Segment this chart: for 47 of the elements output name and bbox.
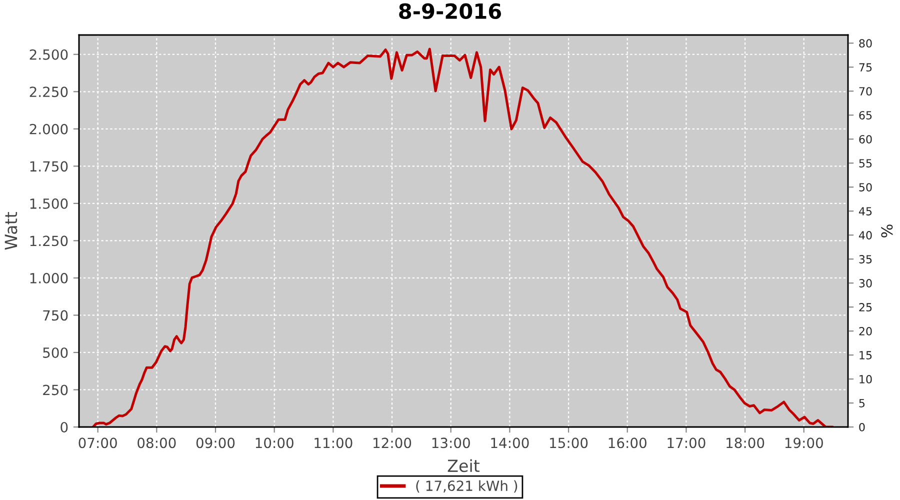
x-tick-label: 10:00: [256, 438, 294, 448]
y-tick-label: 750: [43, 310, 68, 321]
chart-title: 8-9-2016: [399, 3, 502, 20]
x-tick-label: 13:00: [432, 438, 470, 448]
y-tick-label: 2.250: [30, 86, 68, 98]
x-tick-label: 16:00: [608, 438, 646, 448]
y-tick-label: 1.000: [30, 272, 68, 284]
y2-tick-label: 25: [859, 303, 872, 312]
y-tick-label: 1.500: [30, 198, 68, 209]
y2-tick-label: 50: [859, 183, 872, 192]
y2-tick-label: 30: [859, 279, 872, 288]
y2-tick-label: 15: [860, 351, 872, 360]
y2-axis-title: %: [881, 224, 893, 238]
y-tick-label: 2.000: [30, 124, 68, 134]
y2-tick-label: 35: [859, 255, 872, 264]
x-tick-label: 14:00: [491, 438, 529, 448]
y-axis-title: Watt: [4, 212, 18, 250]
y2-tick-label: 80: [859, 39, 872, 48]
y-tick-label: 500: [43, 347, 68, 358]
y2-tick-label: 75: [859, 63, 872, 72]
y-tick-label: 2.500: [30, 49, 68, 60]
y2-tick-label: 20: [859, 327, 872, 336]
x-tick-label: 08:00: [138, 438, 176, 448]
y-tick-label: 1.250: [30, 236, 68, 246]
y2-tick-label: 5: [859, 399, 865, 408]
x-tick-label: 09:00: [196, 438, 235, 448]
x-axis-title: Zeit: [448, 459, 480, 472]
y2-tick-label: 55: [859, 159, 872, 168]
x-tick-label: 07:00: [78, 438, 117, 448]
x-tick-label: 15:00: [550, 438, 588, 448]
y2-tick-label: 60: [859, 135, 872, 144]
y-tick-label: 250: [43, 384, 68, 396]
y2-tick-label: 0: [859, 422, 865, 432]
x-tick-label: 11:00: [314, 438, 352, 448]
y2-tick-label: 10: [860, 374, 872, 384]
y-tick-label: 1.750: [30, 161, 68, 172]
y2-tick-label: 70: [859, 87, 872, 96]
x-tick-label: 19:00: [785, 438, 823, 448]
legend-label: ( 17,621 kWh ): [416, 480, 518, 493]
y2-tick-label: 40: [858, 231, 872, 240]
y-tick-label: 0: [60, 422, 68, 432]
x-tick-label: 17:00: [668, 438, 706, 448]
x-tick-label: 18:00: [726, 438, 764, 448]
line-series: [92, 48, 834, 427]
x-tick-label: 12:00: [374, 438, 412, 448]
y2-tick-label: 45: [858, 207, 872, 216]
y2-tick-label: 65: [859, 111, 872, 120]
